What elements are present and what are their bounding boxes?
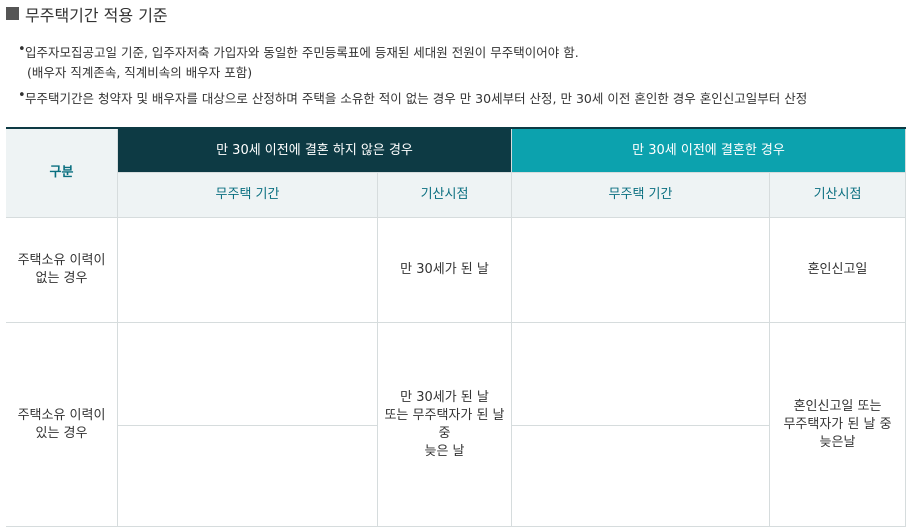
cell-text: 주택소유 이력이 bbox=[17, 407, 106, 423]
cell-text: 만 30세가 된 날 bbox=[400, 389, 489, 405]
sub-header: 기산시점 bbox=[378, 173, 512, 218]
cell-text: 혼인신고일 bbox=[807, 262, 868, 277]
diagram-cell bbox=[118, 218, 378, 323]
header-group: 만 30세 이전에 결혼 하지 않은 경우 bbox=[118, 129, 512, 173]
row-divider bbox=[512, 425, 770, 426]
sub-header: 무주택 기간 bbox=[118, 173, 378, 218]
cell-text: 있는 경우 bbox=[35, 425, 88, 441]
cell-text: 만 30세 이전에 결혼 하지 않은 경우 bbox=[216, 142, 413, 158]
header-group: 만 30세 이전에 결혼한 경우 bbox=[512, 129, 906, 173]
cell-text: 무주택 기간 bbox=[215, 187, 280, 202]
cell-text: 주택소유 이력이 bbox=[17, 253, 106, 268]
cell-text: 만 30세가 된 날 bbox=[400, 262, 489, 277]
cell-text: 기산시점 bbox=[420, 187, 469, 202]
bullet: • bbox=[18, 88, 26, 103]
diagram-cell bbox=[512, 218, 770, 323]
cell-text: 없는 경우 bbox=[35, 271, 88, 286]
bullet: • bbox=[18, 42, 26, 57]
cell-text: 늦은날 bbox=[819, 434, 856, 450]
note-line: 무주택기간은 청약자 및 배우자를 대상으로 산정하며 주택을 소유한 적이 없… bbox=[25, 91, 808, 106]
cell-text: 무주택자가 된 날 중 bbox=[783, 416, 892, 432]
cell-text: 무주택 기간 bbox=[608, 187, 673, 202]
sub-header: 무주택 기간 bbox=[512, 173, 770, 218]
title-square bbox=[6, 7, 19, 20]
title: 무주택기간 적용 기준 bbox=[25, 6, 168, 25]
start-cell: 혼인신고일 bbox=[770, 218, 906, 323]
cell-text: 혼인신고일 또는 bbox=[793, 398, 882, 414]
row-divider bbox=[118, 425, 378, 426]
start-cell: 만 30세가 된 날 bbox=[378, 218, 512, 323]
cell-text: 구분 bbox=[49, 165, 74, 180]
cell-text: 만 30세 이전에 결혼한 경우 bbox=[632, 142, 785, 158]
cell-text: 기산시점 bbox=[813, 187, 862, 202]
cell-text: 늦은 날 bbox=[424, 443, 465, 459]
header-category: 구분 bbox=[6, 129, 118, 218]
cell-text: 또는 무주택자가 된 날 중 bbox=[384, 407, 505, 441]
top-border bbox=[6, 127, 906, 129]
note-line: (배우자 직계존속, 직계비속의 배우자 포함) bbox=[27, 65, 253, 80]
note-line: 입주자모집공고일 기준, 입주자저축 가입자와 동일한 주민등록표에 등재된 세… bbox=[25, 45, 579, 60]
sub-header: 기산시점 bbox=[770, 173, 906, 218]
